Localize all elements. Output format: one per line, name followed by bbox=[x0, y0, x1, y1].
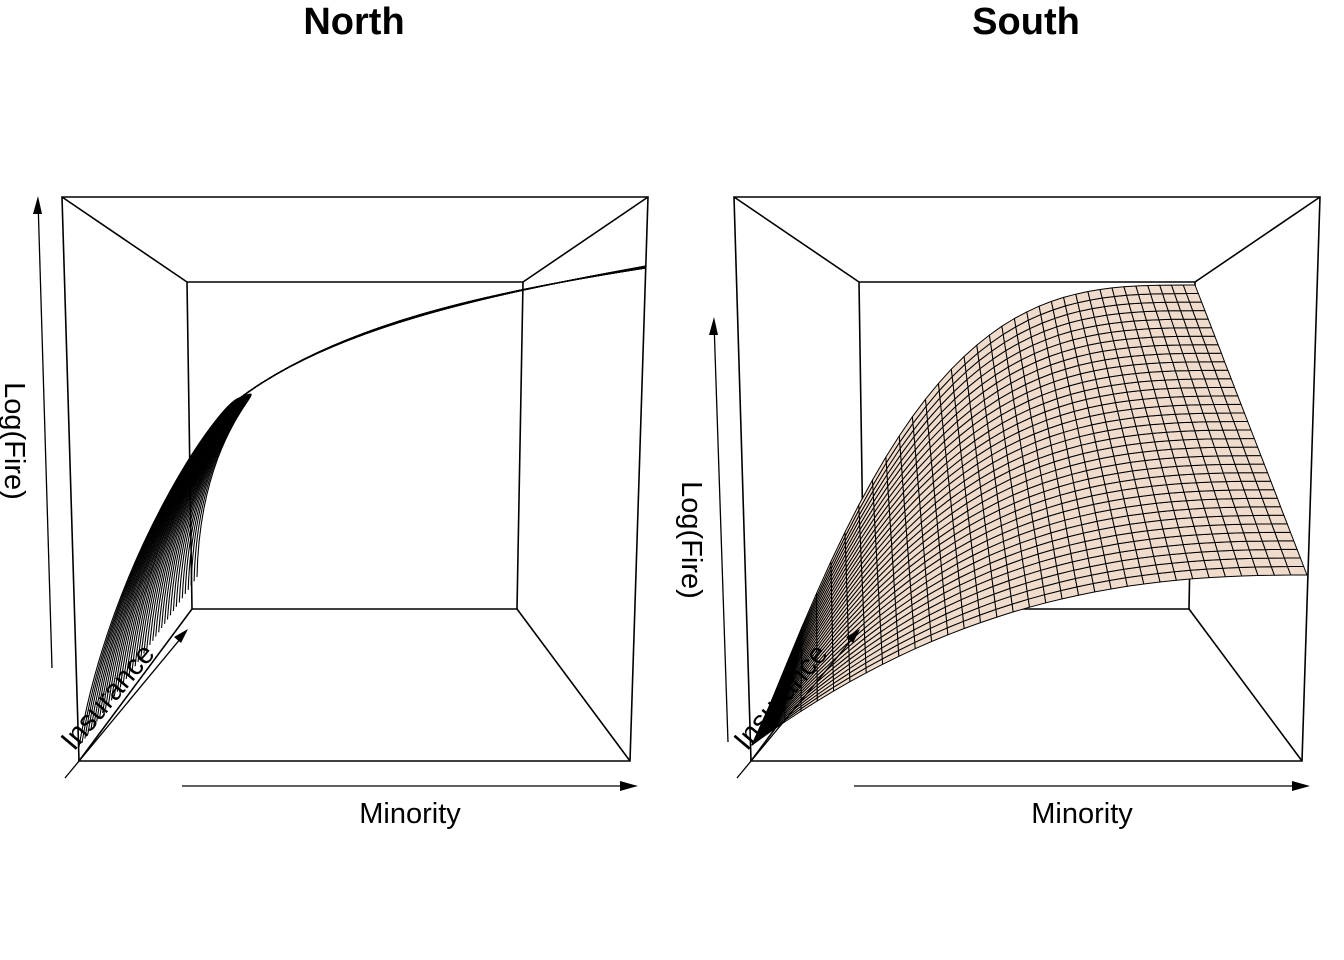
north-z-axis-arrowhead bbox=[33, 196, 42, 214]
south-box-edge-br bbox=[1188, 608, 1303, 762]
south-axis-arrows bbox=[709, 317, 1310, 791]
south-surface-facet bbox=[1264, 506, 1285, 516]
south-surface-facet bbox=[1219, 558, 1240, 569]
north-box-front bbox=[186, 281, 524, 610]
south-surface-facet bbox=[1189, 301, 1206, 312]
south-surface-facet bbox=[1201, 335, 1219, 346]
north-surface-line bbox=[146, 266, 647, 650]
south-panel: South Minority Log(Fire) Insurance bbox=[675, 1, 1321, 830]
north-surface-line bbox=[155, 266, 647, 637]
south-surface-facet bbox=[1255, 480, 1275, 491]
south-surface-facet bbox=[1185, 293, 1203, 303]
south-z-label: Log(Fire) bbox=[675, 481, 707, 599]
north-box-edge-tr bbox=[522, 196, 649, 283]
north-box-edge-tl bbox=[61, 196, 188, 283]
north-surface-line bbox=[152, 266, 647, 641]
south-surface-facet bbox=[1245, 455, 1265, 465]
north-surface-line bbox=[143, 266, 647, 654]
south-surface-facet bbox=[1192, 310, 1209, 320]
south-z-axis-arrowhead bbox=[709, 317, 718, 335]
north-y-axis-arrow bbox=[64, 631, 187, 779]
south-surface-facet bbox=[1175, 517, 1195, 528]
south-surface-facet bbox=[1204, 344, 1222, 354]
north-title: North bbox=[303, 1, 404, 43]
north-surface-line bbox=[158, 266, 647, 633]
south-title: South bbox=[972, 1, 1080, 43]
north-panel: North Minority Log(Fire) Insurance bbox=[0, 1, 649, 830]
south-surface-facet bbox=[1208, 352, 1226, 363]
south-y-axis-arrow bbox=[736, 631, 859, 779]
south-surface-facet bbox=[1274, 531, 1295, 542]
south-surface-facet bbox=[1170, 500, 1190, 511]
north-surface-line bbox=[149, 266, 647, 646]
south-surface-facet bbox=[1283, 557, 1305, 567]
south-surface-facet bbox=[1180, 534, 1200, 546]
south-surface-facet bbox=[1191, 516, 1211, 527]
south-surface-facet bbox=[1239, 438, 1259, 448]
south-surface-facet bbox=[1211, 361, 1229, 371]
north-box-edge-bl bbox=[78, 608, 193, 762]
north-z-axis-arrow bbox=[37, 199, 53, 669]
south-surface-facet bbox=[1230, 412, 1249, 422]
south-z-axis-arrow bbox=[713, 321, 729, 743]
south-surface-facet bbox=[1198, 327, 1216, 337]
south-surface-facet bbox=[1236, 429, 1255, 440]
south-surface-facet bbox=[1227, 403, 1245, 414]
south-surface-facet bbox=[1268, 514, 1288, 525]
south-surface-facet bbox=[1280, 548, 1301, 559]
south-surface-facet bbox=[1261, 497, 1282, 508]
south-surface-facet bbox=[1242, 446, 1262, 457]
north-surface-line bbox=[196, 267, 647, 578]
south-surface-facet bbox=[1249, 463, 1268, 474]
south-surface-facet bbox=[1220, 386, 1239, 397]
south-surface-facet bbox=[1198, 542, 1218, 553]
north-x-axis-arrowhead bbox=[620, 781, 638, 791]
north-x-label: Minority bbox=[359, 798, 461, 830]
south-surface-facet bbox=[1258, 489, 1278, 499]
south-surface-facet bbox=[1277, 540, 1298, 550]
north-surface bbox=[78, 265, 647, 748]
south-surface-facet bbox=[1193, 524, 1213, 536]
south-surface-facet bbox=[1201, 550, 1221, 561]
south-surface-facet bbox=[1182, 284, 1199, 294]
south-y-axis-arrowhead bbox=[846, 629, 860, 643]
south-surface-facet bbox=[1217, 378, 1235, 388]
south-box-edge-tl bbox=[733, 196, 860, 283]
south-surface-facet bbox=[1233, 421, 1252, 431]
north-y-axis-arrowhead bbox=[174, 629, 188, 643]
north-box-edge-br bbox=[516, 608, 631, 762]
south-surface-facet bbox=[1203, 559, 1224, 570]
south-surface-facet bbox=[1223, 395, 1242, 405]
north-axis-arrows bbox=[33, 196, 638, 791]
south-surface bbox=[751, 284, 1308, 746]
south-surface-facet bbox=[1206, 567, 1226, 579]
south-surface-facet bbox=[1287, 566, 1308, 576]
north-z-label: Log(Fire) bbox=[0, 382, 30, 500]
south-surface-facet bbox=[1271, 523, 1291, 533]
south-x-label: Minority bbox=[1031, 798, 1133, 830]
south-x-axis-arrowhead bbox=[1292, 781, 1310, 791]
south-surface-facet bbox=[1195, 318, 1212, 329]
south-surface-facet bbox=[1252, 472, 1272, 482]
south-box-edge-tr bbox=[1194, 196, 1321, 283]
south-surface-facet bbox=[1214, 369, 1232, 380]
